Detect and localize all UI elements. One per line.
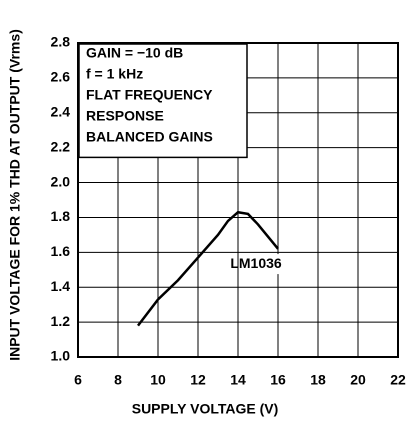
annotation: GAIN = −10 dB xyxy=(86,45,183,61)
y-tick-label: 1.4 xyxy=(51,278,71,294)
x-tick-label: 22 xyxy=(390,372,406,388)
y-tick-label: 2.0 xyxy=(51,173,71,189)
annotation: f = 1 kHz xyxy=(86,66,143,82)
y-tick-label: 2.2 xyxy=(51,138,71,154)
y-tick-label: 2.6 xyxy=(51,69,71,85)
y-tick-label: 1.6 xyxy=(51,243,71,259)
series-label: LM1036 xyxy=(230,255,282,271)
y-tick-label: 2.4 xyxy=(51,103,71,119)
annotation: RESPONSE xyxy=(86,108,164,124)
y-tick-label: 1.0 xyxy=(51,348,71,364)
y-tick-label: 1.8 xyxy=(51,208,71,224)
y-tick-label: 1.2 xyxy=(51,313,71,329)
x-tick-label: 10 xyxy=(150,372,166,388)
annotation-box xyxy=(78,43,248,159)
x-tick-label: 18 xyxy=(310,372,326,388)
line-series xyxy=(137,210,279,327)
series-label-bg xyxy=(244,254,302,275)
plot-frame xyxy=(77,42,399,358)
annotation: FLAT FREQUENCY xyxy=(86,87,213,103)
x-axis-label: SUPPLY VOLTAGE (V) xyxy=(132,401,279,417)
x-tick-label: 20 xyxy=(350,372,366,388)
y-axis-label: INPUT VOLTAGE FOR 1% THD AT OUTPUT (Vrms… xyxy=(7,29,23,361)
x-tick-label: 12 xyxy=(190,372,206,388)
x-tick-label: 16 xyxy=(270,372,286,388)
x-tick-label: 6 xyxy=(74,372,82,388)
x-tick-label: 8 xyxy=(114,372,122,388)
x-tick-label: 14 xyxy=(230,372,246,388)
annotation: BALANCED GAINS xyxy=(86,129,213,145)
y-tick-label: 2.8 xyxy=(51,34,71,50)
